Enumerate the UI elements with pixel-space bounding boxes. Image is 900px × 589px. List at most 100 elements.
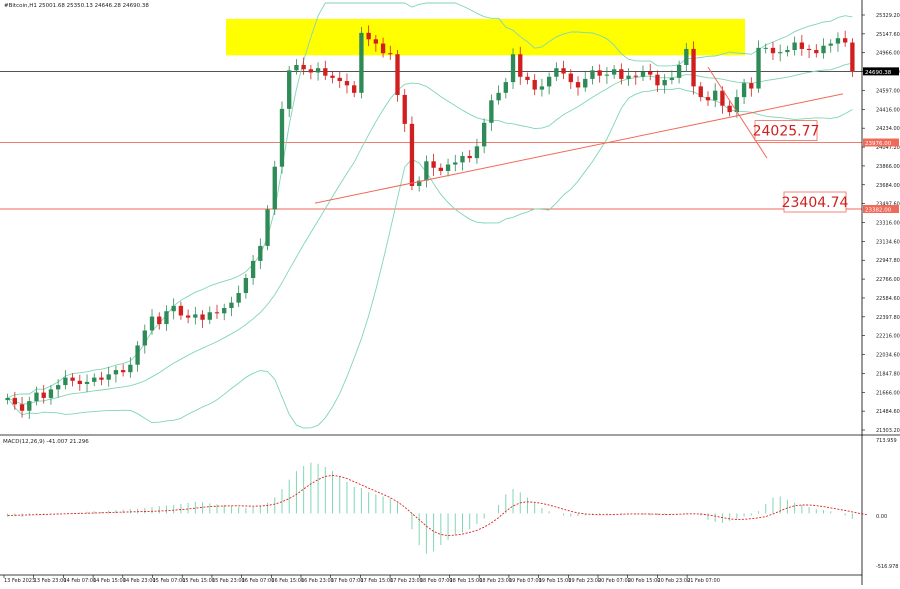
candle-body	[568, 73, 573, 83]
candle-body	[778, 52, 783, 54]
resistance-zone	[226, 18, 745, 56]
candle-body	[193, 314, 198, 318]
candle-body	[453, 162, 458, 165]
candle-body	[698, 86, 703, 98]
candle-body	[539, 86, 545, 90]
candle-body	[359, 32, 364, 93]
x-tick-label: 21 Feb 07:00	[687, 578, 720, 584]
x-tick-label: 19 Feb 07:00	[509, 578, 542, 584]
x-tick-label: 15 Feb 15:00	[182, 578, 215, 584]
x-tick-label: 19 Feb 23:00	[568, 578, 601, 584]
candle-body	[207, 312, 212, 320]
candle-body	[799, 42, 805, 49]
y-tick-label: 21484.60	[876, 409, 900, 415]
candle-body	[84, 381, 90, 385]
y-tick-label: 22034.60	[876, 353, 900, 359]
candle-body	[388, 53, 393, 55]
candle-body	[294, 64, 299, 71]
candle-body	[669, 77, 675, 80]
candle-body	[41, 392, 46, 398]
x-tick-label: 18 Feb 07:00	[420, 578, 453, 584]
candle-body	[741, 83, 747, 98]
x-tick-label: 20 Feb 07:00	[598, 578, 631, 584]
candle-body	[222, 307, 227, 314]
candle-body	[337, 77, 342, 82]
candle-body	[648, 71, 653, 75]
candle-body	[99, 377, 104, 380]
y-tick-label: 21666.00	[876, 390, 900, 396]
candle-body	[409, 123, 415, 186]
y-tick-label: 24416.00	[876, 107, 900, 113]
candle-body	[821, 45, 826, 54]
candle-body	[48, 389, 54, 398]
candle-body	[265, 209, 270, 246]
candle-body	[705, 97, 711, 101]
x-tick-label: 13 Feb 2023	[4, 578, 35, 584]
candle-body	[604, 74, 610, 76]
candle-body	[749, 83, 754, 89]
candle-body	[590, 70, 595, 79]
x-tick-label: 18 Feb 23:00	[479, 578, 512, 584]
candle-body	[77, 380, 82, 385]
current-price-tag	[863, 67, 899, 76]
candle-body	[770, 47, 776, 54]
candle-body	[445, 164, 451, 171]
candle-body	[713, 90, 718, 101]
candle-body	[258, 245, 263, 261]
y-tick-label: 22947.80	[876, 258, 900, 264]
candle-body	[626, 75, 631, 79]
y-tick-label: 23684.00	[876, 183, 900, 189]
candle-body	[157, 316, 162, 325]
candle-body	[633, 75, 638, 77]
candle-body	[785, 49, 790, 53]
y-tick-label: 24234.00	[876, 126, 900, 132]
x-tick-label: 20 Feb 15:00	[628, 578, 661, 584]
candle-body	[279, 108, 285, 167]
candle-body	[149, 316, 155, 331]
candle-body	[352, 85, 357, 93]
candle-body	[684, 48, 689, 65]
candle-body	[828, 43, 833, 46]
candle-body	[532, 79, 537, 90]
candle-body	[510, 54, 516, 83]
x-tick-label: 15 Feb 23:00	[212, 578, 245, 584]
candle-body	[142, 330, 147, 346]
x-tick-label: 16 Feb 15:00	[271, 578, 304, 584]
y-tick-label: 25329.20	[876, 13, 900, 19]
candle-body	[546, 76, 552, 87]
support-trendline	[314, 93, 844, 204]
candle-body	[763, 47, 768, 49]
candle-body	[301, 64, 306, 70]
y-tick-label: 22216.00	[876, 334, 900, 340]
candle-body	[525, 76, 530, 80]
bollinger-lower	[7, 87, 853, 429]
candle-body	[489, 100, 494, 123]
bollinger-upper	[7, 2, 853, 399]
level-callout-text: 24025.77	[753, 124, 820, 140]
candle-body	[843, 38, 848, 43]
candle-body	[806, 48, 812, 50]
candle-body	[395, 54, 400, 95]
x-tick-label: 20 Feb 23:00	[657, 578, 690, 584]
candle-body	[734, 97, 740, 113]
candle-body	[554, 68, 559, 77]
y-tick-label: 23316.00	[876, 221, 900, 227]
candle-body	[720, 90, 725, 106]
candle-body	[92, 377, 97, 382]
candle-body	[496, 92, 501, 101]
candle-body	[229, 302, 234, 308]
candle-body	[850, 42, 855, 72]
candle-body	[481, 122, 487, 147]
level-axis-tag	[863, 138, 899, 147]
candle-body	[185, 315, 191, 318]
candle-body	[243, 278, 249, 294]
candle-body	[272, 166, 277, 210]
candle-body	[424, 161, 429, 181]
candle-body	[135, 345, 140, 365]
y-tick-label: 22397.80	[876, 315, 900, 321]
candle-body	[655, 74, 660, 86]
candle-body	[503, 82, 508, 93]
candle-body	[373, 39, 379, 44]
macd-y-tick-label: -516.978	[876, 564, 898, 570]
